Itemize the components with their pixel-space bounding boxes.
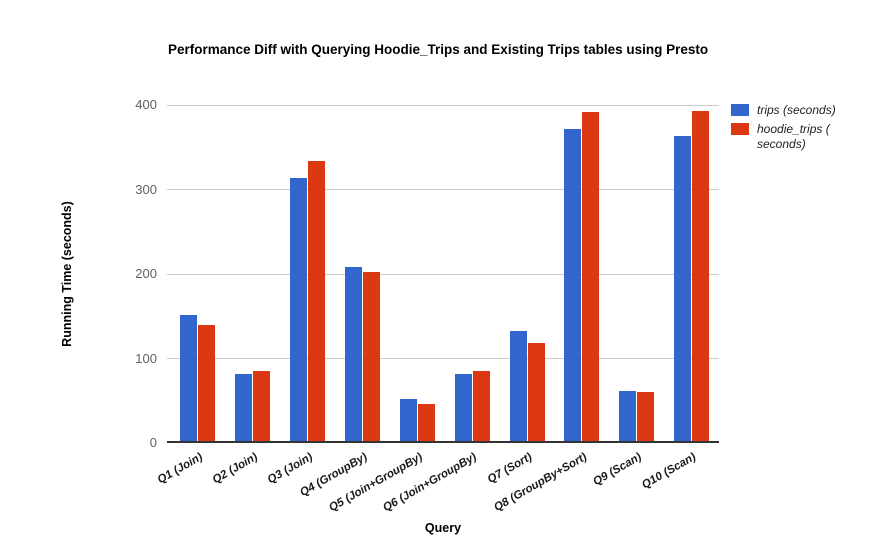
bar-trips-q9-scan[interactable] xyxy=(619,391,637,442)
bar-hoodie-trips-q2-join[interactable] xyxy=(253,371,271,442)
x-axis-title: Query xyxy=(424,521,462,535)
bar-trips-q2-join[interactable] xyxy=(235,373,253,442)
bar-trips-q1-join[interactable] xyxy=(180,315,198,442)
bar-trips-q5-join-groupby[interactable] xyxy=(399,398,417,442)
gridline-400 xyxy=(167,104,719,106)
bar-hoodie-trips-q4-groupby[interactable] xyxy=(362,272,380,442)
bar-hoodie-trips-q7-sort[interactable] xyxy=(527,343,545,442)
x-tick-label-q1-join: Q1 (Join) xyxy=(155,451,205,487)
x-tick-label-q10-scan: Q10 (Scan) xyxy=(640,451,699,492)
bar-hoodie-trips-q8-groupby-sort[interactable] xyxy=(582,112,600,442)
legend-item-0: trips (seconds) xyxy=(731,103,881,118)
y-tick-label-0: 0 xyxy=(149,435,157,450)
x-tick-label-q8-groupby-sort: Q8 (GroupBy+Sort) xyxy=(491,451,589,514)
x-tick-label-q7-sort: Q7 (Sort) xyxy=(485,451,534,486)
x-labels-layer: Q1 (Join) Q2 (Join) Q3 (Join) Q4 (GroupBy) Q… xyxy=(156,443,719,523)
legend-swatch-icon xyxy=(731,123,749,135)
x-axis-line xyxy=(167,441,719,443)
bar-trips-q7-sort[interactable] xyxy=(509,331,527,442)
bar-trips-q3-join[interactable] xyxy=(290,177,308,442)
gridline-300 xyxy=(167,189,719,190)
x-tick-label-q2-join: Q2 (Join) xyxy=(210,451,260,487)
chart-title: Performance Diff with Querying Hoodie_Tr… xyxy=(168,42,709,57)
y-axis-title: Running Time (seconds) xyxy=(60,201,74,347)
legend-label: hoodie_trips (seconds) xyxy=(757,122,830,151)
bar-trips-q4-groupby[interactable] xyxy=(344,267,362,442)
legend: trips (seconds) hoodie_trips (seconds) xyxy=(731,103,881,156)
legend-item-1: hoodie_trips (seconds) xyxy=(731,122,881,152)
bar-hoodie-trips-q3-join[interactable] xyxy=(308,161,326,442)
x-tick-label-q3-join: Q3 (Join) xyxy=(265,451,315,487)
x-tick-label-q5-join-groupby: Q5 (Join+GroupBy) xyxy=(326,451,425,515)
gridline-100 xyxy=(167,358,719,359)
y-tick-label-200: 200 xyxy=(135,266,157,281)
gridline-200 xyxy=(167,273,719,275)
bar-hoodie-trips-q10-scan[interactable] xyxy=(692,110,710,442)
plot-area xyxy=(167,104,719,443)
bar-hoodie-trips-q5-join-groupby[interactable] xyxy=(417,403,435,442)
y-tick-label-300: 300 xyxy=(135,181,157,197)
bar-hoodie-trips-q6-join-groupby[interactable] xyxy=(472,371,490,442)
legend-swatch-icon xyxy=(731,104,749,116)
x-tick-label-q6-join-groupby: Q6 (Join+GroupBy) xyxy=(381,451,480,515)
bar-hoodie-trips-q9-scan[interactable] xyxy=(637,392,655,442)
y-tick-label-100: 100 xyxy=(135,350,157,366)
legend-label: trips (seconds) xyxy=(757,103,836,117)
bar-trips-q8-groupby-sort[interactable] xyxy=(564,129,582,442)
x-tick-label-q9-scan: Q9 (Scan) xyxy=(591,451,644,489)
bar-trips-q6-join-groupby[interactable] xyxy=(454,374,472,442)
bar-hoodie-trips-q1-join[interactable] xyxy=(198,325,216,442)
bar-trips-q10-scan[interactable] xyxy=(674,136,692,442)
y-tick-label-400: 400 xyxy=(135,97,157,112)
